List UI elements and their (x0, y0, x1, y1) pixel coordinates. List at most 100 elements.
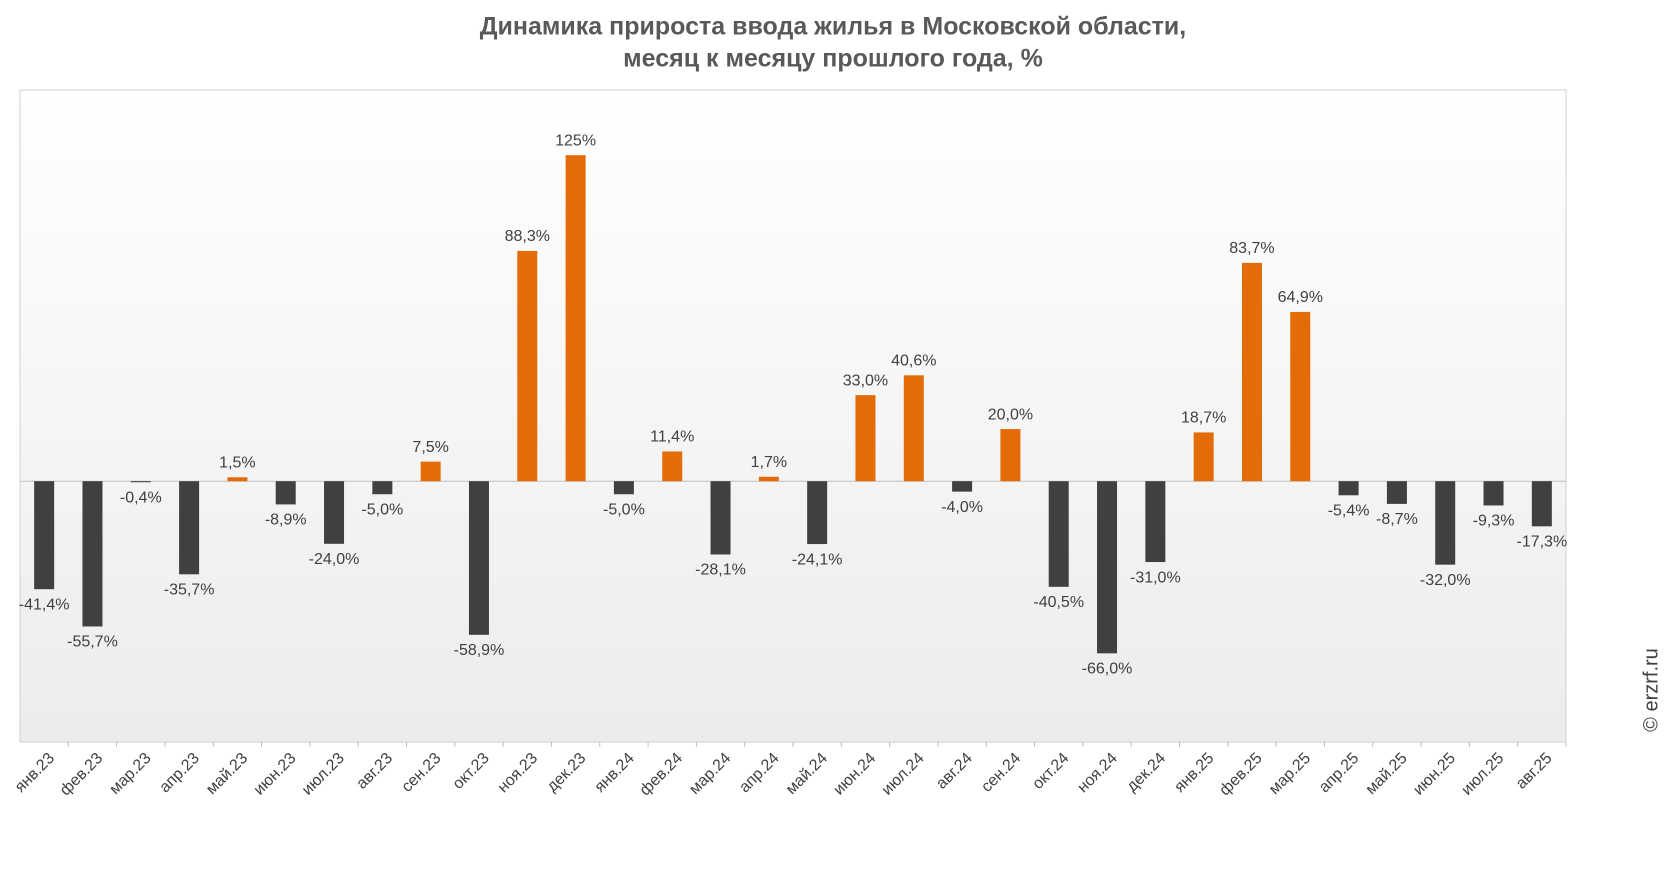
x-tick-label: июл.25 (1458, 750, 1507, 799)
plot-area (19, 89, 1567, 743)
value-label: 40,6% (891, 353, 936, 370)
bar (1241, 262, 1262, 482)
bar (227, 477, 248, 482)
x-tick-label: мар.23 (106, 750, 154, 798)
x-tick-label: май.23 (203, 750, 251, 798)
bar (1145, 481, 1166, 563)
value-label: 7,5% (412, 439, 448, 456)
bar (952, 481, 973, 492)
x-tick-label: июл.24 (879, 750, 928, 799)
bar (1290, 311, 1311, 482)
x-tick-label: май.24 (783, 750, 831, 798)
value-label: -24,1% (792, 551, 843, 568)
chart-title: Динамика прироста ввода жилья в Московск… (480, 13, 1187, 41)
value-label: 83,7% (1229, 240, 1274, 257)
x-tick-label: янв.24 (592, 750, 638, 796)
x-tick-label: авг.24 (933, 750, 976, 793)
watermark: © erzrf.ru (1640, 648, 1662, 732)
x-tick-label: авг.23 (353, 750, 396, 793)
x-tick-label: окт.24 (1029, 750, 1072, 793)
bar (1048, 481, 1069, 587)
x-tick-label: ноя.23 (495, 750, 541, 796)
value-label: -28,1% (695, 562, 746, 579)
bar (565, 155, 586, 482)
value-label: -41,4% (19, 596, 70, 613)
x-tick-label: июн.23 (251, 750, 300, 799)
bar (34, 481, 55, 590)
bar (1338, 481, 1359, 496)
value-label: 1,5% (219, 455, 255, 472)
value-label: -17,3% (1516, 534, 1567, 551)
bar (613, 481, 634, 495)
bar (807, 481, 828, 545)
x-tick-label: фев.25 (1216, 750, 1265, 799)
bar (1531, 481, 1552, 527)
bar (372, 481, 393, 495)
x-tick-label: мар.25 (1266, 750, 1314, 798)
value-label: -5,0% (603, 501, 645, 518)
value-label: -55,7% (67, 634, 118, 651)
x-tick-label: дек.23 (544, 750, 590, 796)
value-label: -35,7% (164, 582, 215, 599)
x-tick-label: мар.24 (686, 750, 734, 798)
bar (1000, 429, 1021, 482)
bar (903, 375, 924, 482)
bar (1435, 481, 1456, 565)
value-label: -58,9% (454, 642, 505, 659)
bar (1386, 481, 1407, 504)
value-label: -24,0% (309, 551, 360, 568)
value-label: -8,7% (1376, 511, 1418, 528)
x-tick-label: окт.23 (450, 750, 493, 793)
value-label: -5,0% (361, 501, 403, 518)
value-label: 20,0% (988, 406, 1033, 423)
x-tick-label: июл.23 (299, 750, 348, 799)
value-label: -5,4% (1328, 503, 1370, 520)
x-tick-label: июн.25 (1410, 750, 1459, 799)
value-label: -32,0% (1420, 572, 1471, 589)
x-tick-label: фев.23 (57, 750, 106, 799)
value-label: 11,4% (650, 429, 694, 446)
x-tick-label: ноя.24 (1074, 750, 1120, 796)
bar (1193, 432, 1214, 482)
bar (130, 481, 151, 483)
bar (82, 481, 103, 627)
bar (1097, 481, 1118, 654)
value-label: -9,3% (1473, 513, 1515, 530)
x-tick-label: фев.24 (637, 750, 686, 799)
bar (179, 481, 200, 575)
x-tick-label: дек.24 (1124, 750, 1170, 796)
bar (758, 476, 779, 482)
value-label: 125% (555, 132, 596, 149)
bar (275, 481, 296, 505)
x-tick-label: янв.25 (1171, 750, 1217, 796)
value-label: 88,3% (505, 228, 550, 245)
x-tick-label: апр.25 (1316, 750, 1363, 797)
value-label: -8,9% (265, 512, 307, 529)
bar (420, 461, 441, 482)
x-tick-label: апр.24 (736, 750, 783, 797)
value-label: -4,0% (941, 499, 983, 516)
chart-title: месяц к месяцу прошлого года, % (623, 45, 1043, 73)
value-label: 1,7% (751, 454, 787, 471)
value-label: -0,4% (120, 489, 162, 506)
x-tick-label: сен.23 (399, 750, 445, 796)
bar (468, 481, 489, 635)
x-tick-label: июн.24 (830, 750, 879, 799)
bar (855, 395, 876, 482)
x-tick-label: янв.23 (12, 750, 58, 796)
value-label: -66,0% (1082, 661, 1133, 678)
bar (517, 250, 538, 482)
x-tick-label: апр.23 (156, 750, 203, 797)
x-tick-label: авг.25 (1513, 750, 1556, 793)
value-label: 64,9% (1278, 289, 1323, 306)
bar (662, 451, 683, 482)
bar (710, 481, 731, 555)
value-label: 33,0% (843, 372, 888, 389)
bar (324, 481, 345, 544)
value-label: 18,7% (1181, 410, 1226, 427)
value-label: -31,0% (1130, 569, 1181, 586)
bar (1483, 481, 1504, 506)
x-tick-label: сен.24 (978, 750, 1024, 796)
x-tick-label: май.25 (1363, 750, 1411, 798)
